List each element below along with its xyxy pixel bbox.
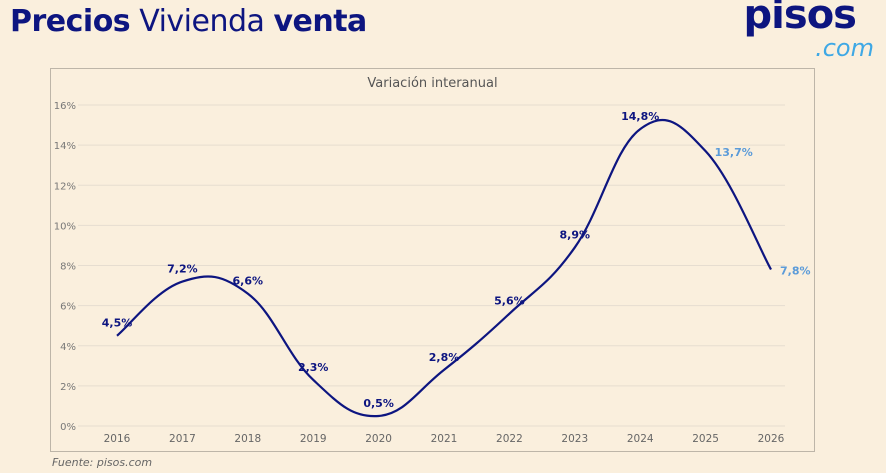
data-label: 7,2% [167, 263, 198, 276]
source-note: Fuente: pisos.com [52, 456, 153, 469]
logo-suffix: .com [815, 34, 874, 62]
y-tick-label: 8% [60, 262, 76, 273]
pisos-logo: pisos .com [734, 0, 874, 62]
title-bold-1: Precios [10, 4, 131, 39]
chart-frame [50, 68, 815, 452]
x-tick-label: 2024 [627, 433, 654, 445]
data-label: 7,8% [780, 265, 811, 278]
data-label: 4,5% [102, 317, 133, 330]
x-tick-label: 2016 [104, 433, 131, 445]
series-line [116, 118, 772, 418]
data-label: 0,5% [363, 397, 394, 410]
data-label: 6,6% [233, 275, 264, 288]
y-tick-label: 2% [60, 382, 76, 393]
y-tick-label: 16% [54, 101, 76, 112]
title-bold-2: venta [273, 4, 367, 39]
data-label: 2,3% [298, 361, 329, 374]
y-tick-label: 4% [60, 342, 76, 353]
page-title: Precios Vivienda venta [10, 2, 367, 42]
x-tick-label: 2021 [431, 433, 458, 445]
x-tick-label: 2017 [169, 433, 196, 445]
x-tick-label: 2020 [365, 433, 392, 445]
y-tick-label: 14% [54, 141, 76, 152]
data-label: 8,9% [560, 228, 591, 241]
y-tick-label: 0% [60, 422, 76, 433]
data-label: 13,7% [715, 146, 753, 159]
x-tick-label: 2018 [234, 433, 261, 445]
data-label: 5,6% [494, 295, 525, 308]
title-light: Vivienda [139, 4, 265, 39]
x-tick-label: 2025 [692, 433, 719, 445]
x-tick-label: 2026 [758, 433, 785, 445]
y-tick-label: 12% [54, 181, 76, 192]
x-tick-label: 2023 [561, 433, 588, 445]
logo-main: pisos [743, 0, 857, 38]
y-tick-label: 6% [60, 302, 76, 313]
x-tick-label: 2019 [300, 433, 327, 445]
chart-title: Variación interanual [367, 76, 498, 91]
x-tick-label: 2022 [496, 433, 523, 445]
data-label: 14,8% [621, 110, 659, 123]
y-tick-label: 10% [54, 221, 76, 232]
data-label: 2,8% [429, 351, 460, 364]
